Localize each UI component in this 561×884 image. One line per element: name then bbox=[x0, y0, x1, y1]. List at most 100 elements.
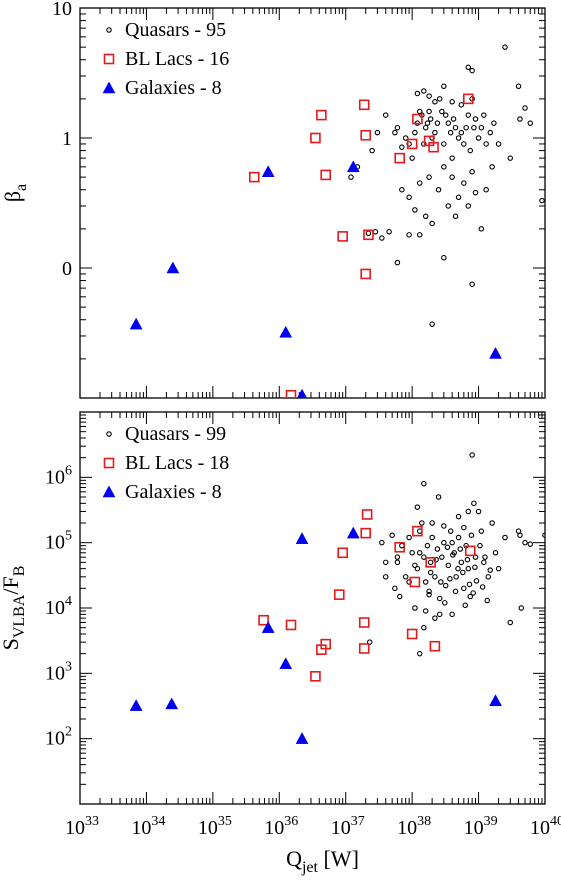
data-point bbox=[426, 588, 432, 595]
data-points bbox=[129, 44, 545, 398]
data-point bbox=[458, 559, 465, 566]
data-point bbox=[481, 112, 487, 118]
data-point bbox=[465, 112, 472, 118]
data-point bbox=[458, 102, 465, 108]
data-point bbox=[416, 650, 423, 657]
legend-label: BL Lacs - 16 bbox=[125, 48, 229, 70]
data-point bbox=[449, 155, 455, 161]
data-point bbox=[412, 207, 418, 213]
data-point bbox=[429, 520, 435, 526]
data-point bbox=[441, 141, 447, 147]
data-point bbox=[445, 203, 452, 209]
data-point bbox=[433, 556, 439, 563]
data-point bbox=[481, 559, 487, 566]
data-point bbox=[427, 559, 434, 566]
data-point bbox=[392, 129, 398, 136]
data-point bbox=[428, 141, 439, 153]
data-point bbox=[379, 539, 385, 546]
data-point bbox=[422, 124, 429, 131]
data-point bbox=[358, 99, 370, 111]
data-point bbox=[478, 226, 485, 232]
data-point bbox=[434, 120, 441, 126]
data-point bbox=[394, 124, 401, 131]
data-point bbox=[471, 124, 477, 131]
data-point bbox=[439, 108, 445, 115]
data-point bbox=[478, 528, 485, 534]
data-point bbox=[399, 186, 405, 193]
data-point bbox=[444, 544, 451, 551]
data-point bbox=[412, 525, 423, 537]
data-point bbox=[394, 259, 401, 266]
series-1 bbox=[248, 93, 474, 398]
data-point bbox=[495, 141, 502, 147]
data-point bbox=[502, 44, 508, 50]
legend-label: Quasars - 99 bbox=[125, 423, 226, 445]
legend-label: BL Lacs - 18 bbox=[125, 452, 229, 474]
data-point bbox=[539, 197, 545, 204]
data-point bbox=[394, 554, 401, 560]
data-point bbox=[166, 261, 180, 274]
x-tick-label: 1033 bbox=[65, 814, 99, 839]
data-point bbox=[468, 532, 475, 538]
data-point bbox=[412, 562, 418, 569]
data-point bbox=[442, 582, 449, 589]
data-point bbox=[419, 520, 425, 526]
data-point bbox=[382, 112, 389, 118]
data-point bbox=[406, 138, 418, 150]
bottom-panel: 102 103 104 105 106 1033 1034 1035 1036 1037 1038 1… bbox=[0, 411, 561, 876]
data-point bbox=[441, 164, 447, 170]
data-point bbox=[455, 513, 462, 520]
x-tick-label: 1037 bbox=[331, 814, 365, 839]
data-point bbox=[461, 180, 467, 186]
data-point bbox=[472, 189, 479, 196]
data-points bbox=[129, 452, 545, 744]
data-point bbox=[517, 532, 523, 538]
data-point bbox=[386, 229, 392, 235]
data-point bbox=[469, 169, 475, 175]
data-point bbox=[295, 732, 309, 744]
data-point bbox=[320, 169, 332, 181]
data-point bbox=[518, 605, 525, 611]
data-point bbox=[472, 564, 478, 571]
x-axis-label: Qjet [W] bbox=[286, 846, 359, 876]
data-point bbox=[455, 534, 462, 541]
data-point bbox=[489, 520, 495, 526]
data-point bbox=[457, 546, 464, 552]
data-point bbox=[477, 542, 483, 549]
data-point bbox=[473, 578, 480, 584]
data-point bbox=[463, 124, 469, 131]
series-2 bbox=[129, 160, 502, 398]
data-point bbox=[392, 585, 398, 592]
data-point bbox=[449, 539, 455, 546]
data-point bbox=[467, 147, 474, 154]
data-point bbox=[429, 534, 435, 541]
data-point bbox=[409, 155, 415, 161]
data-point bbox=[129, 317, 143, 330]
data-point bbox=[464, 556, 471, 563]
data-point bbox=[421, 88, 427, 94]
data-point bbox=[489, 164, 495, 170]
legend-item: BL Lacs - 16 bbox=[103, 48, 229, 70]
data-point bbox=[414, 504, 421, 510]
data-point bbox=[346, 526, 360, 539]
data-point bbox=[507, 619, 514, 626]
data-point bbox=[469, 452, 475, 458]
y-tick-label: 10 bbox=[52, 0, 72, 20]
data-point bbox=[374, 129, 381, 136]
data-point bbox=[484, 597, 490, 604]
data-point bbox=[464, 545, 476, 557]
y-axis-label: βa bbox=[0, 184, 30, 202]
data-point bbox=[421, 480, 427, 487]
data-point bbox=[447, 528, 454, 534]
data-point bbox=[399, 144, 405, 150]
data-point bbox=[348, 174, 354, 180]
data-point bbox=[360, 527, 372, 539]
data-point bbox=[502, 534, 508, 541]
data-point bbox=[406, 534, 412, 541]
data-point bbox=[427, 569, 434, 576]
data-point bbox=[422, 213, 429, 220]
data-point bbox=[337, 231, 348, 242]
data-point bbox=[424, 120, 431, 126]
data-point bbox=[358, 643, 370, 654]
data-point bbox=[412, 605, 418, 611]
